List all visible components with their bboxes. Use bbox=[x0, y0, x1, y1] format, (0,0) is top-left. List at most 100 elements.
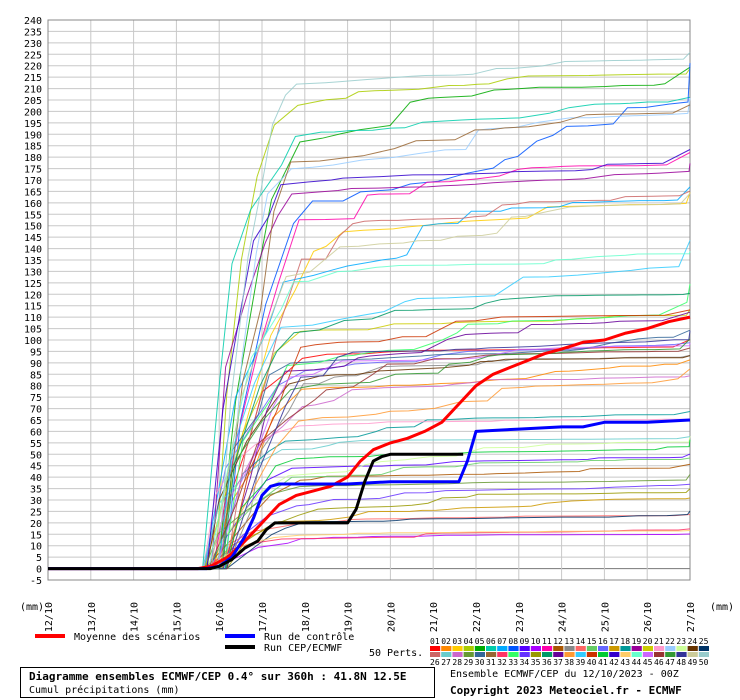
pert-swatch bbox=[474, 652, 485, 657]
pert-number: 31 bbox=[486, 658, 496, 667]
y-tick-label: -5 bbox=[30, 576, 42, 587]
perturbation-line bbox=[48, 411, 691, 570]
pert-number: 14 bbox=[576, 637, 586, 646]
pert-number: 47 bbox=[665, 658, 675, 667]
perturbation-line bbox=[48, 311, 691, 570]
perturbation-line bbox=[48, 436, 691, 570]
perturbation-line bbox=[48, 375, 691, 570]
y-tick-label: 115 bbox=[24, 302, 42, 313]
pert-number: 22 bbox=[665, 637, 675, 646]
pert-swatch bbox=[508, 646, 519, 651]
perturbation-line bbox=[48, 474, 691, 570]
y-tick-label: 20 bbox=[30, 519, 42, 530]
y-tick-label: 90 bbox=[30, 359, 42, 370]
x-axis-labels: 12/10 13/10 14/10 15/10 16/10 17/10 18/10 19/10… bbox=[44, 602, 697, 632]
pert-number: 28 bbox=[452, 658, 462, 667]
pert-swatch bbox=[665, 646, 676, 651]
copyright: Copyright 2023 Meteociel.fr - ECMWF bbox=[450, 684, 682, 697]
legend: Moyenne des scénarios Run de contrôle Ru… bbox=[35, 631, 423, 659]
pert-number: 10 bbox=[531, 637, 541, 646]
x-tick-label: 24/10 bbox=[558, 602, 569, 632]
pert-number: 06 bbox=[486, 637, 496, 646]
pert-number: 39 bbox=[576, 658, 586, 667]
pert-number: 45 bbox=[643, 658, 653, 667]
pert-swatch bbox=[463, 652, 474, 657]
pert-number: 15 bbox=[587, 637, 597, 646]
pert-number: 12 bbox=[553, 637, 563, 646]
pert-number: 11 bbox=[542, 637, 552, 646]
perturbation-line bbox=[48, 355, 691, 570]
x-tick-label: 16/10 bbox=[215, 602, 226, 632]
y-tick-label: 50 bbox=[30, 450, 42, 461]
unit-right: (mm) bbox=[710, 602, 734, 613]
pert-swatch bbox=[698, 646, 709, 651]
legend-label-cep: Run CEP/ECMWF bbox=[264, 643, 342, 654]
perturbation-line bbox=[48, 338, 691, 570]
pert-swatch bbox=[676, 646, 687, 651]
pert-swatch bbox=[575, 652, 586, 657]
y-tick-label: 125 bbox=[24, 279, 42, 290]
pert-number: 38 bbox=[564, 658, 574, 667]
pert-number: 34 bbox=[520, 658, 530, 667]
y-tick-label: 35 bbox=[30, 485, 42, 496]
pert-swatch bbox=[609, 646, 620, 651]
y-tick-label: 10 bbox=[30, 542, 42, 553]
footer-title: Diagramme ensembles ECMWF/CEP 0.4° sur 3… bbox=[29, 670, 407, 683]
perturbation-line bbox=[48, 96, 691, 570]
perturbation-line bbox=[48, 149, 691, 570]
pert-swatch bbox=[676, 652, 687, 657]
perturbation-line bbox=[48, 68, 691, 570]
y-tick-label: 200 bbox=[24, 107, 42, 118]
pert-number: 05 bbox=[475, 637, 485, 646]
y-tick-label: 180 bbox=[24, 153, 42, 164]
y-tick-label: 5 bbox=[36, 553, 42, 564]
pert-number: 46 bbox=[654, 658, 664, 667]
pert-swatch bbox=[665, 652, 676, 657]
perturbation-line bbox=[48, 368, 691, 570]
pert-number: 09 bbox=[520, 637, 530, 646]
pert-number: 29 bbox=[464, 658, 474, 667]
perturbation-line bbox=[48, 533, 691, 570]
pert-swatch bbox=[631, 652, 642, 657]
y-tick-label: 215 bbox=[24, 73, 42, 84]
y-tick-label: 195 bbox=[24, 119, 42, 130]
pert-swatch bbox=[598, 646, 609, 651]
perturbation-line bbox=[48, 98, 691, 570]
y-tick-label: 110 bbox=[24, 313, 42, 324]
pert-swatch bbox=[654, 646, 665, 651]
y-tick-label: 85 bbox=[30, 370, 42, 381]
main-series bbox=[48, 315, 691, 571]
perturbation-line bbox=[48, 330, 691, 570]
pert-number: 41 bbox=[598, 658, 608, 667]
perturbation-line bbox=[48, 347, 691, 570]
pert-swatch bbox=[553, 652, 564, 657]
x-tick-label: 25/10 bbox=[600, 602, 611, 632]
pert-number: 04 bbox=[464, 637, 474, 646]
x-tick-label: 18/10 bbox=[301, 602, 312, 632]
perturbation-line bbox=[48, 342, 691, 570]
pert-swatch bbox=[519, 646, 530, 651]
y-tick-label: 155 bbox=[24, 210, 42, 221]
perturbation-line bbox=[48, 514, 691, 570]
legend-label-mean: Moyenne des scénarios bbox=[74, 631, 200, 643]
y-tick-label: 130 bbox=[24, 267, 42, 278]
pert-swatch bbox=[698, 652, 709, 657]
perturbation-line bbox=[48, 283, 691, 570]
perturbation-line bbox=[48, 292, 691, 570]
pert-number: 37 bbox=[553, 658, 563, 667]
x-tick-label: 13/10 bbox=[87, 602, 98, 632]
y-tick-label: 55 bbox=[30, 439, 42, 450]
pert-number: 03 bbox=[452, 637, 462, 646]
pert-number: 24 bbox=[688, 637, 698, 646]
y-axis-labels: 2402352302252202152102052001951901851801… bbox=[24, 16, 42, 587]
x-tick-label: 22/10 bbox=[472, 602, 483, 632]
pert-swatch bbox=[586, 646, 597, 651]
pert-swatch bbox=[553, 646, 564, 651]
x-tick-label: 23/10 bbox=[515, 602, 526, 632]
x-tick-label: 17/10 bbox=[258, 602, 269, 632]
y-tick-label: 95 bbox=[30, 347, 42, 358]
perturbation-line bbox=[48, 436, 691, 570]
pert-swatch bbox=[486, 652, 497, 657]
perturbation-line bbox=[48, 483, 691, 570]
y-tick-label: 165 bbox=[24, 187, 42, 198]
